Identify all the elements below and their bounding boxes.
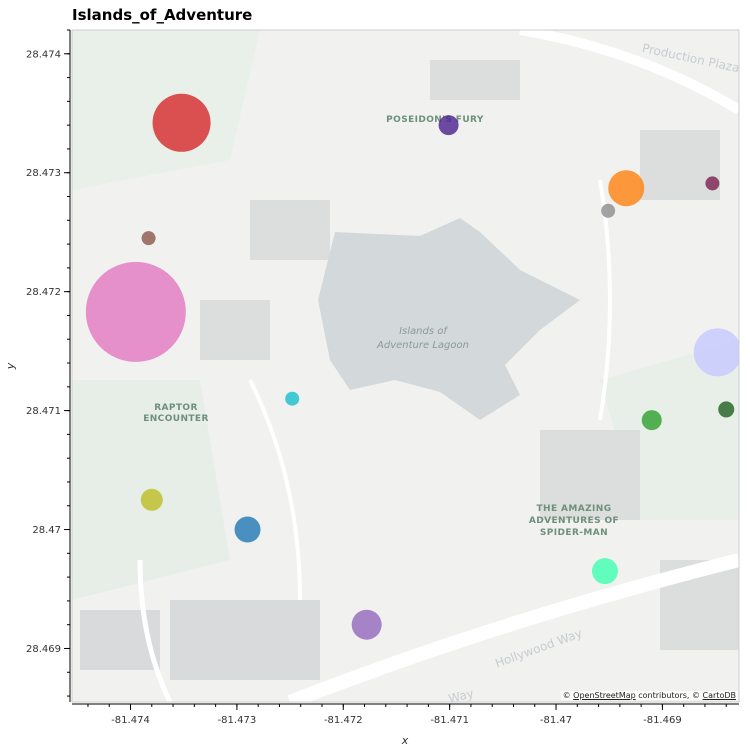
scatter-point-7[interactable] [85,261,186,362]
y-axis: 28.469 28.47 28.471 28.472 28.473 28.474 [26,29,71,702]
attribution-prefix: © [562,691,574,700]
attribution-osm-link[interactable]: OpenStreetMap [573,691,636,700]
map-label-lagoon-line-2: Adventure Lagoon [376,340,469,351]
map-label-raptor-line-1: RAPTOR [154,403,198,413]
basemap[interactable]: POSEIDON'S FURY Islands of Adventure Lag… [72,30,741,706]
scatter-point-8[interactable] [693,328,742,377]
scatter-point-4[interactable] [705,176,720,191]
scatter-point-15[interactable] [351,609,382,640]
plot-frame [71,29,740,703]
scatter-point-11[interactable] [718,401,735,418]
y-tick-label: 28.471 [26,406,61,417]
y-tick-label: 28.474 [26,49,61,60]
map-label-lagoon-line-1: Islands of [399,326,448,337]
scatter-point-13[interactable] [234,516,261,543]
building-block [170,600,320,680]
building-block [640,130,720,200]
building-block [200,300,270,360]
y-axis-label: y [4,362,17,370]
y-tick-label: 28.473 [26,168,61,179]
x-axis: -81.474 -81.473 -81.472 -81.471 -81.47 -81.46… [72,703,739,726]
building-block [540,430,640,520]
building-block [430,60,520,100]
attribution-carto-link[interactable]: CartoDB [702,691,736,700]
walkway [137,559,173,702]
road-production-plaza [519,30,739,115]
lagoon-water [318,218,580,420]
scatter-point-9[interactable] [285,391,300,406]
map-label-spiderman-line-3: SPIDER-MAN [540,528,608,538]
scatter-point-12[interactable] [140,488,163,511]
x-tick-label: -81.472 [324,715,363,726]
x-tick-label: -81.473 [218,715,257,726]
building-block [250,200,330,260]
scatter-point-14[interactable] [591,558,618,585]
y-tick-label: 28.469 [26,644,61,655]
walkway [248,379,302,601]
scatter-point-3[interactable] [608,170,645,207]
scatter-point-6[interactable] [141,231,156,246]
map-label-spiderman-line-2: ADVENTURES OF [529,516,619,526]
x-tick-label: -81.471 [430,715,469,726]
map-label-poseidons-fury: POSEIDON'S FURY [386,115,484,125]
scatter-point-5[interactable] [601,203,616,218]
y-tick-label: 28.47 [32,525,61,536]
x-tick-label: -81.469 [643,715,682,726]
road-hollywood-way [287,553,739,702]
map-label-way: Way [447,686,475,706]
map-label-raptor-line-2: ENCOUNTER [143,414,209,424]
x-axis-label: x [401,734,409,747]
scatter-point-10[interactable] [641,410,662,431]
y-tick-label: 28.472 [26,287,61,298]
map-label-spiderman-line-1: THE AMAZING [536,504,611,514]
x-tick-label: -81.474 [111,715,150,726]
x-tick-label: -81.47 [540,715,572,726]
chart-title: Islands_of_Adventure [72,6,253,24]
map-attribution: © OpenStreetMap contributors, © CartoDB [560,691,738,700]
scatter-point-1[interactable] [152,93,211,152]
scatter-point-2[interactable] [438,115,459,136]
attribution-middle: contributors, © [635,691,703,700]
scatter-points[interactable] [85,93,742,640]
